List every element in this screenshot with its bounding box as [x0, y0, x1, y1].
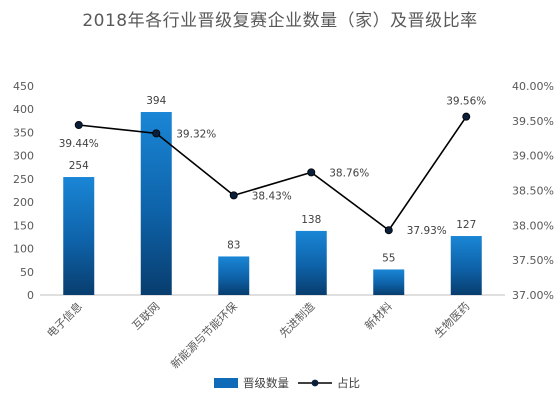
- line-value-label: 39.44%: [59, 138, 99, 150]
- y-right-tick-label: 40.00%: [512, 80, 554, 93]
- y-left-tick-label: 300: [13, 150, 34, 163]
- line-point: [74, 121, 83, 130]
- bar: [373, 269, 405, 295]
- line-value-label: 39.56%: [446, 96, 486, 108]
- chart-title: 2018年各行业晋级复赛企业数量（家）及晋级比率: [82, 11, 478, 31]
- data-labels: 254 394 83 138 55 127 39.44% 39.32% 38.43% 38.76%…: [59, 95, 487, 264]
- line-series: [74, 112, 471, 235]
- y-left-tick-label: 0: [27, 289, 34, 302]
- legend-swatch-bar: [214, 378, 238, 388]
- line-value-label: 38.43%: [252, 190, 292, 202]
- y-left-tick-label: 150: [13, 219, 34, 232]
- bar-series: [63, 112, 482, 296]
- line-point: [384, 226, 393, 235]
- y-right-tick-label: 38.00%: [512, 219, 554, 232]
- y-right-tick-label: 39.00%: [512, 150, 554, 163]
- y-right-tick-label: 38.50%: [512, 185, 554, 198]
- bar: [63, 177, 95, 295]
- line-value-label: 37.93%: [407, 225, 447, 237]
- y-right-tick-label: 37.50%: [512, 254, 554, 267]
- bar-value-label: 254: [69, 160, 89, 172]
- x-tick-label: 新材料: [362, 299, 395, 332]
- y-left-tick-label: 100: [13, 243, 34, 256]
- x-tick-label: 电子信息: [44, 299, 85, 340]
- line-value-label: 38.76%: [329, 167, 369, 179]
- x-tick-label: 互联网: [130, 300, 163, 333]
- bar: [218, 256, 250, 295]
- x-tick-label: 新能源与节能环保: [168, 299, 240, 371]
- y-left-tick-label: 400: [13, 103, 34, 116]
- y-right-tick-label: 39.50%: [512, 115, 554, 128]
- x-tick-label: 生物医药: [431, 299, 472, 340]
- legend-label: 占比: [337, 376, 360, 390]
- bar-value-label: 127: [456, 219, 476, 231]
- bar: [140, 112, 172, 296]
- legend-swatch-marker: [311, 379, 319, 387]
- y-left-tick-label: 450: [13, 80, 34, 93]
- bar: [295, 230, 327, 295]
- y-left-tick-label: 350: [13, 126, 34, 139]
- bar-value-label: 394: [146, 95, 166, 107]
- legend: 晋级数量 占比: [214, 376, 360, 390]
- line-point: [462, 112, 471, 121]
- y-left-tick-label: 250: [13, 173, 34, 186]
- bar-value-label: 138: [301, 214, 321, 226]
- y-right-tick-label: 37.00%: [512, 289, 554, 302]
- line-value-label: 39.32%: [176, 128, 216, 140]
- bar-value-label: 83: [227, 239, 240, 251]
- line-point: [152, 129, 161, 138]
- line-point: [229, 191, 238, 200]
- y-left-tick-label: 50: [20, 266, 34, 279]
- bar: [450, 236, 482, 295]
- line-point: [307, 168, 316, 177]
- bar-value-label: 55: [382, 252, 395, 264]
- x-tick-label: 先进制造: [276, 299, 317, 340]
- line-path: [78, 116, 467, 232]
- legend-label: 晋级数量: [243, 376, 289, 390]
- y-left-tick-label: 200: [13, 196, 34, 209]
